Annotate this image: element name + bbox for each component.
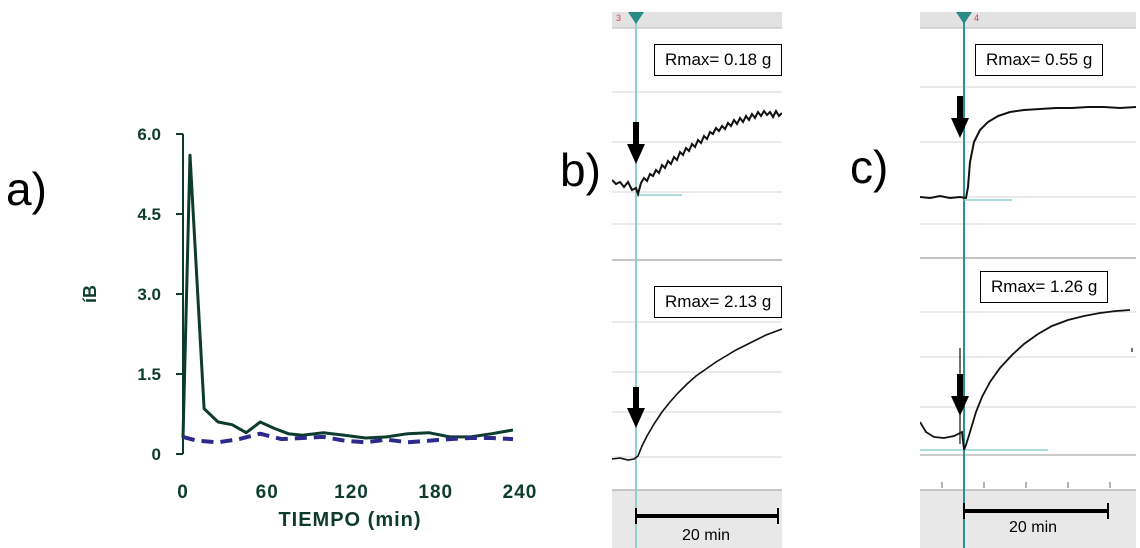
arrow-down-icon-bottom	[951, 374, 969, 416]
event-marker-triangle	[956, 12, 972, 24]
rmax-label-top: Rmax= 0.18 g	[654, 44, 783, 76]
scale-bar-label: 20 min	[1009, 519, 1058, 536]
x-tick-label: 120	[334, 482, 369, 503]
trace-top	[920, 106, 1136, 200]
trace-top	[612, 108, 782, 198]
y-tick-label: 1.5	[137, 365, 161, 384]
x-tick-label: 0	[177, 482, 189, 503]
series-dashed-line	[182, 431, 514, 445]
panel-b-letter: b)	[560, 144, 601, 196]
top-gray-band	[612, 12, 782, 28]
x-tick-label: 60	[256, 482, 279, 503]
event-marker-number: 3	[616, 13, 621, 23]
arrow-down-icon-top	[627, 122, 645, 164]
rmax-label-bottom: Rmax= 2.13 g	[654, 286, 783, 318]
series-solid-line	[181, 153, 514, 440]
y-tick-label: 0	[152, 445, 161, 464]
y-tick-label: 3.0	[137, 285, 161, 304]
panel-b-trace-recording: 3	[612, 12, 782, 548]
event-marker-number: 4	[974, 13, 979, 23]
scale-bar-label: 20 min	[682, 527, 731, 544]
arrow-down-icon-bottom	[627, 387, 645, 428]
trace-bottom	[612, 328, 782, 461]
x-tick-label: 240	[503, 482, 538, 503]
panel-c-letter: c)	[850, 141, 889, 193]
bottom-gray-band	[920, 490, 1136, 548]
bottom-gray-band	[612, 490, 782, 548]
panel-a-letter: a)	[6, 163, 47, 215]
panel-a-line-chart: 0 1.5 3.0 4.5 6.0 0 60 120 180 240 íB TIEMPO (min…	[80, 125, 538, 531]
x-axis-label: TIEMPO (min)	[278, 509, 421, 531]
x-tick-label: 180	[418, 482, 453, 503]
trace-bottom	[920, 309, 1131, 451]
arrow-down-icon-top	[951, 96, 969, 138]
y-axis-label: íB	[80, 285, 100, 303]
rmax-label-top: Rmax= 0.55 g	[975, 44, 1104, 76]
y-tick-label: 6.0	[137, 125, 161, 144]
top-gray-band	[920, 12, 1136, 28]
rmax-label-bottom: Rmax= 1.26 g	[980, 271, 1109, 303]
event-marker-triangle	[628, 12, 644, 24]
y-tick-label: 4.5	[137, 205, 161, 224]
